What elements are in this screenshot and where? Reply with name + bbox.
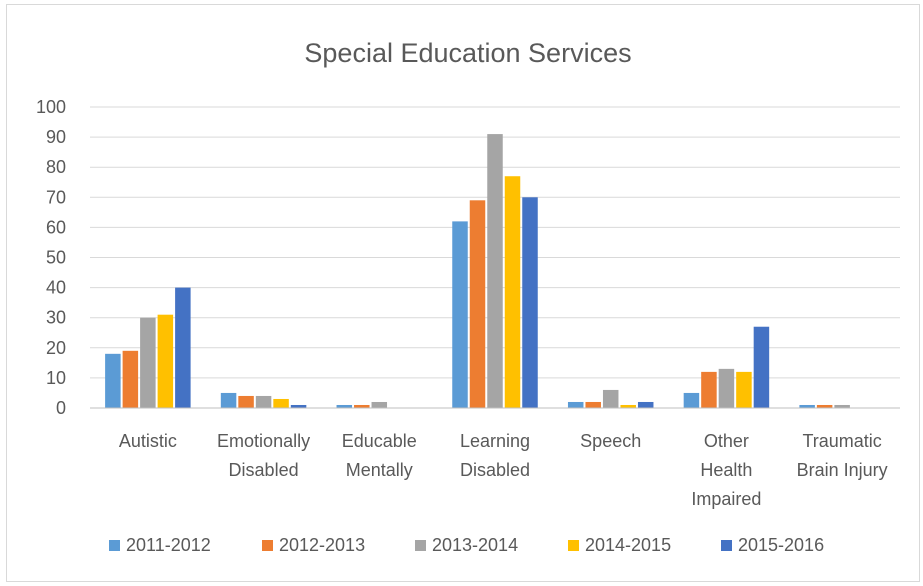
y-tick-label: 70: [46, 187, 66, 207]
bar: [158, 315, 174, 408]
legend-item: 2015-2016: [721, 535, 824, 555]
y-tick-label: 80: [46, 157, 66, 177]
legend-label: 2015-2016: [738, 535, 824, 555]
legend-label: 2011-2012: [126, 535, 211, 555]
bar: [140, 318, 156, 408]
bar: [568, 402, 584, 408]
legend-item: 2011-2012: [109, 535, 211, 555]
legend-swatch: [568, 540, 579, 551]
x-category-label: Autistic: [119, 431, 177, 451]
bar: [638, 402, 654, 408]
bar: [273, 399, 289, 408]
x-axis-categories: Autistic Emotionally Disabled Educable Menta…: [119, 431, 888, 509]
bars: [105, 134, 850, 408]
legend-label: 2013-2014: [432, 535, 518, 555]
chart-title: Special Education Services: [304, 38, 631, 68]
y-tick-label: 90: [46, 127, 66, 147]
x-category-label: Emotionally Disabled: [217, 431, 310, 480]
bar: [522, 197, 538, 408]
bar: [754, 327, 770, 408]
bar: [238, 396, 254, 408]
y-tick-label: 0: [56, 398, 66, 418]
y-tick-label: 100: [36, 97, 66, 117]
legend-label: 2014-2015: [585, 535, 671, 555]
legend-swatch: [262, 540, 273, 551]
bar: [175, 288, 191, 408]
bar: [372, 402, 388, 408]
bar: [684, 393, 700, 408]
legend-swatch: [109, 540, 120, 551]
bar: [505, 176, 521, 408]
y-axis-ticks: 0 10 20 30 40 50 60 70 80 90 100: [36, 97, 66, 418]
bar: [452, 221, 468, 408]
x-category-label: Traumatic Brain Injury: [797, 431, 888, 480]
bar: [105, 354, 121, 408]
y-tick-label: 10: [46, 368, 66, 388]
y-tick-label: 60: [46, 217, 66, 237]
y-tick-label: 40: [46, 278, 66, 298]
x-category-label: Learning Disabled: [460, 431, 530, 480]
x-category-label: Educable Mentally: [342, 431, 417, 480]
legend-item: 2014-2015: [568, 535, 671, 555]
bar: [221, 393, 237, 408]
x-category-label: Other Health Impaired: [691, 431, 761, 509]
bar: [719, 369, 735, 408]
legend-item: 2012-2013: [262, 535, 365, 555]
bar: [256, 396, 271, 408]
legend-label: 2012-2013: [279, 535, 365, 555]
y-tick-label: 50: [46, 248, 66, 268]
bar: [123, 351, 139, 408]
bar: [585, 402, 601, 408]
x-category-label: Speech: [580, 431, 641, 451]
bar: [736, 372, 752, 408]
y-tick-label: 20: [46, 338, 66, 358]
legend-item: 2013-2014: [415, 535, 518, 555]
legend: 2011-2012 2012-2013 2013-2014 2014-2015 2015…: [109, 535, 824, 555]
bar: [701, 372, 717, 408]
legend-swatch: [721, 540, 732, 551]
y-tick-label: 30: [46, 308, 66, 328]
bar: [470, 200, 486, 408]
bar: [603, 390, 619, 408]
bar: [487, 134, 503, 408]
legend-swatch: [415, 540, 426, 551]
